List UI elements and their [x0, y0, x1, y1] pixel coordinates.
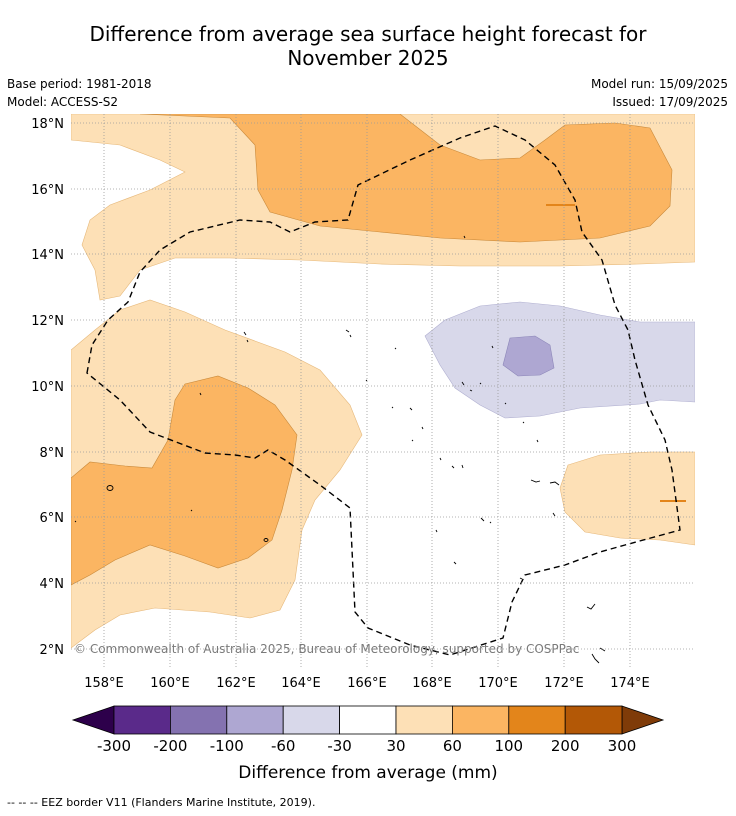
- model-run: Model run: 15/09/2025: [590, 77, 728, 91]
- colorbar-tick: 60: [443, 737, 462, 755]
- colorbar-tick: -200: [153, 737, 187, 755]
- small-anomaly-speck: [660, 500, 686, 502]
- colorbar-over-arrow: [621, 705, 665, 735]
- colorbar-tick: -300: [97, 737, 131, 755]
- anomaly-region-negative-60-30: [424, 301, 695, 419]
- colorbar-under-arrow: [71, 705, 115, 735]
- longitude-labels: 158°E 160°E 162°E 164°E 166°E 168°E 170°…: [84, 676, 650, 691]
- lon-label: 158°E: [84, 676, 124, 691]
- title-line-2: November 2025: [287, 46, 449, 70]
- map-panel: © Commonwealth of Australia 2025, Bureau…: [71, 114, 695, 668]
- colorbar-tick: 100: [494, 737, 523, 755]
- lon-label: 168°E: [412, 676, 452, 691]
- colorbar-segment: [282, 705, 341, 735]
- lat-label: 10°N: [31, 380, 64, 395]
- lon-label: 172°E: [544, 676, 584, 691]
- meta-right: Model run: 15/09/2025 Issued: 17/09/2025: [591, 75, 728, 111]
- lon-label: 160°E: [150, 676, 190, 691]
- lat-label: 14°N: [31, 248, 64, 263]
- lon-label: 170°E: [478, 676, 518, 691]
- issued-date: Issued: 17/09/2025: [612, 95, 728, 109]
- map-title: Difference from average sea surface heig…: [0, 22, 736, 70]
- colorbar-segment: [508, 705, 566, 735]
- lat-label: 4°N: [40, 577, 65, 592]
- lon-label: 174°E: [610, 676, 650, 691]
- colorbar-tick: -100: [210, 737, 244, 755]
- base-period: Base period: 1981-2018: [7, 77, 152, 91]
- colorbar-tick: -60: [271, 737, 296, 755]
- latitude-labels: 18°N 16°N 14°N 12°N 10°N 8°N 6°N 4°N 2°N: [31, 117, 64, 658]
- lon-label: 164°E: [281, 676, 321, 691]
- colorbar-segment: [339, 705, 397, 735]
- lon-label: 166°E: [347, 676, 387, 691]
- colorbar-tick: 200: [551, 737, 580, 755]
- model-name: Model: ACCESS-S2: [7, 95, 119, 109]
- eez-border: [86, 125, 681, 656]
- colorbar-segment: [169, 705, 228, 735]
- lat-label: 8°N: [40, 446, 65, 461]
- colorbar-segment: [564, 705, 623, 735]
- colorbar-segment: [395, 705, 453, 735]
- colorbar-label: Difference from average (mm): [238, 763, 497, 783]
- title-line-1: Difference from average sea surface heig…: [89, 22, 647, 46]
- colorbar-segment: [226, 705, 284, 735]
- anomaly-patch-north-60-100: [139, 114, 673, 243]
- lon-label: 162°E: [216, 676, 256, 691]
- lat-label: 2°N: [40, 643, 65, 658]
- colorbar-tick: 300: [608, 737, 637, 755]
- island-outlines: [74, 235, 606, 664]
- anomaly-patch-west-60-100: [71, 375, 298, 586]
- eez-legend-note: -- -- -- EEZ border V11 (Flanders Marine…: [7, 796, 316, 809]
- lat-label: 16°N: [31, 183, 64, 198]
- lat-label: 6°N: [40, 511, 65, 526]
- colorbar-tick: -30: [327, 737, 352, 755]
- colorbar-segment: [451, 705, 510, 735]
- lat-label: 18°N: [31, 117, 64, 132]
- anomaly-patch-east-30-60: [559, 451, 695, 546]
- small-anomaly-speck: [546, 204, 575, 206]
- anomaly-core-negative-100-60: [502, 335, 555, 377]
- colorbar: -300 -200 -100 -60 -30 30 60 100 200 300…: [71, 705, 665, 783]
- colorbar-segment: [113, 705, 171, 735]
- copyright-text: © Commonwealth of Australia 2025, Bureau…: [74, 642, 579, 656]
- colorbar-tick: 30: [386, 737, 405, 755]
- meta-left: Base period: 1981-2018 Model: ACCESS-S2: [7, 75, 152, 111]
- lat-label: 12°N: [31, 314, 64, 329]
- gridlines: [71, 114, 695, 668]
